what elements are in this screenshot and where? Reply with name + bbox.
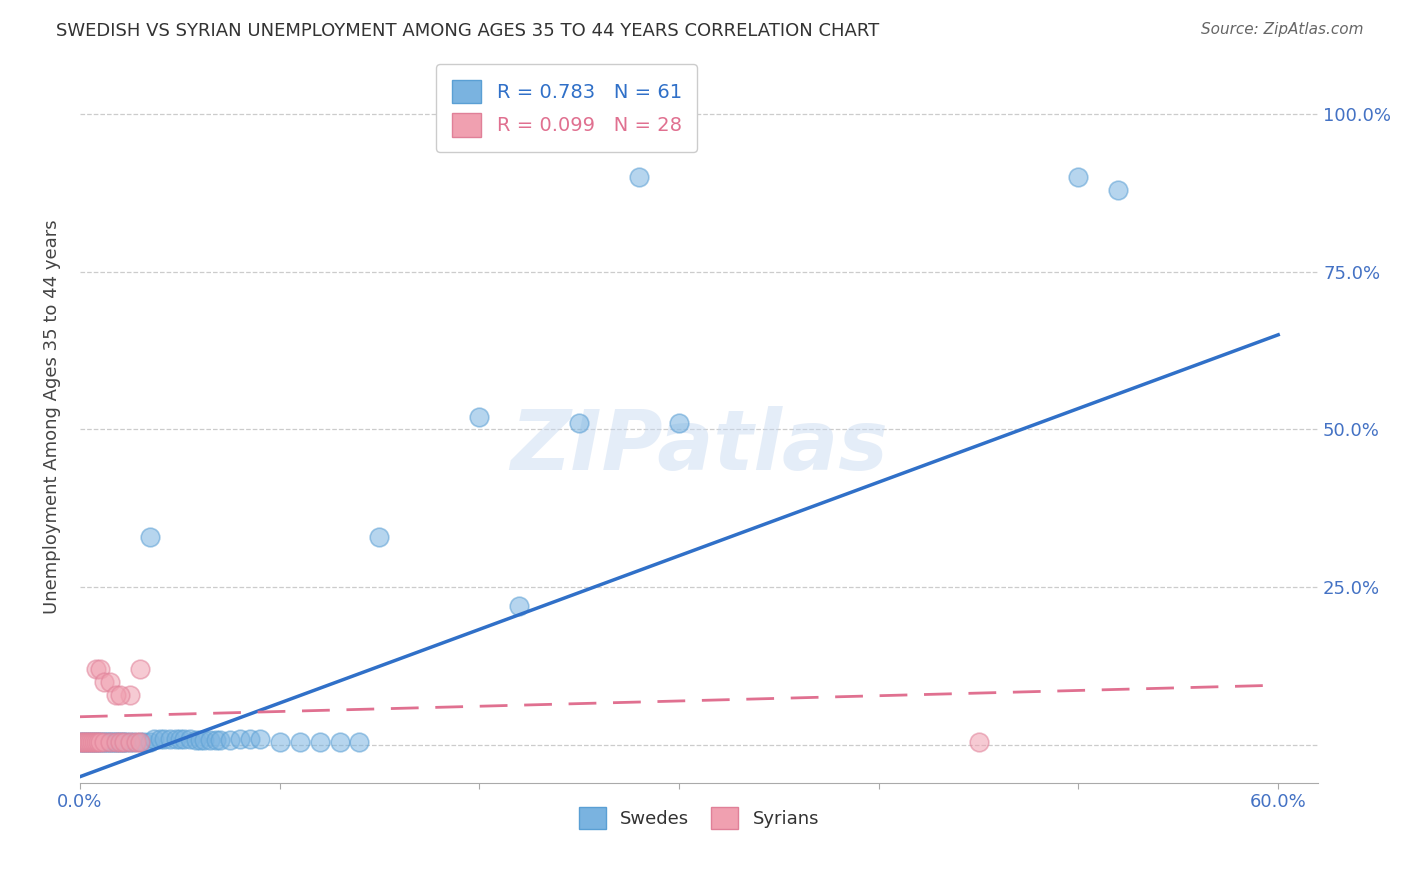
- Point: [84, 735, 107, 749]
- Point: [104, 688, 127, 702]
- Point: [468, 409, 491, 424]
- Point: [568, 416, 591, 430]
- Point: [108, 735, 131, 749]
- Point: [173, 731, 195, 746]
- Point: [70, 735, 93, 749]
- Point: [308, 735, 330, 749]
- Point: [83, 735, 105, 749]
- Point: [328, 735, 350, 749]
- Point: [142, 731, 165, 746]
- Point: [90, 735, 112, 749]
- Point: [93, 675, 115, 690]
- Point: [508, 599, 530, 614]
- Point: [193, 733, 215, 747]
- Point: [107, 735, 129, 749]
- Point: [87, 735, 110, 749]
- Point: [70, 735, 93, 749]
- Point: [208, 733, 231, 747]
- Point: [239, 731, 262, 746]
- Point: [132, 735, 155, 749]
- Point: [93, 735, 115, 749]
- Point: [89, 735, 111, 749]
- Point: [80, 735, 103, 749]
- Point: [79, 735, 101, 749]
- Point: [97, 735, 120, 749]
- Point: [159, 731, 181, 746]
- Point: [98, 735, 121, 749]
- Point: [112, 735, 135, 749]
- Point: [104, 735, 127, 749]
- Point: [75, 735, 97, 749]
- Point: [75, 735, 97, 749]
- Point: [89, 662, 111, 676]
- Point: [165, 731, 187, 746]
- Point: [118, 735, 141, 749]
- Point: [139, 735, 162, 749]
- Point: [98, 675, 121, 690]
- Point: [103, 735, 125, 749]
- Point: [169, 731, 191, 746]
- Point: [184, 733, 207, 747]
- Point: [1067, 169, 1090, 184]
- Point: [149, 731, 172, 746]
- Point: [80, 735, 103, 749]
- Point: [628, 169, 651, 184]
- Point: [668, 416, 690, 430]
- Point: [111, 735, 134, 749]
- Point: [368, 530, 391, 544]
- Point: [118, 688, 141, 702]
- Point: [69, 735, 91, 749]
- Point: [87, 735, 110, 749]
- Point: [93, 735, 115, 749]
- Point: [349, 735, 371, 749]
- Point: [84, 735, 107, 749]
- Point: [83, 735, 105, 749]
- Point: [114, 735, 136, 749]
- Point: [112, 735, 135, 749]
- Point: [73, 735, 96, 749]
- Point: [125, 735, 148, 749]
- Point: [1107, 183, 1129, 197]
- Point: [104, 735, 127, 749]
- Point: [188, 733, 211, 747]
- Point: [89, 735, 111, 749]
- Point: [128, 735, 150, 749]
- Point: [118, 735, 141, 749]
- Point: [198, 733, 221, 747]
- Point: [94, 735, 117, 749]
- Point: [139, 530, 162, 544]
- Point: [84, 662, 107, 676]
- Point: [69, 735, 91, 749]
- Point: [228, 731, 250, 746]
- Point: [179, 731, 201, 746]
- Point: [288, 735, 311, 749]
- Point: [249, 731, 271, 746]
- Point: [79, 735, 101, 749]
- Point: [76, 735, 98, 749]
- Point: [218, 733, 240, 747]
- Text: SWEDISH VS SYRIAN UNEMPLOYMENT AMONG AGES 35 TO 44 YEARS CORRELATION CHART: SWEDISH VS SYRIAN UNEMPLOYMENT AMONG AGE…: [56, 22, 880, 40]
- Point: [122, 735, 145, 749]
- Point: [108, 688, 131, 702]
- Point: [269, 735, 291, 749]
- Point: [73, 735, 96, 749]
- Point: [76, 735, 98, 749]
- Point: [128, 735, 150, 749]
- Point: [108, 735, 131, 749]
- Legend: Swedes, Syrians: Swedes, Syrians: [572, 800, 827, 837]
- Point: [152, 731, 174, 746]
- Point: [98, 735, 121, 749]
- Point: [204, 733, 226, 747]
- Point: [967, 735, 990, 749]
- Text: ZIPatlas: ZIPatlas: [510, 406, 889, 487]
- Y-axis label: Unemployment Among Ages 35 to 44 years: Unemployment Among Ages 35 to 44 years: [44, 219, 60, 615]
- Text: Source: ZipAtlas.com: Source: ZipAtlas.com: [1201, 22, 1364, 37]
- Point: [101, 735, 124, 749]
- Point: [128, 662, 150, 676]
